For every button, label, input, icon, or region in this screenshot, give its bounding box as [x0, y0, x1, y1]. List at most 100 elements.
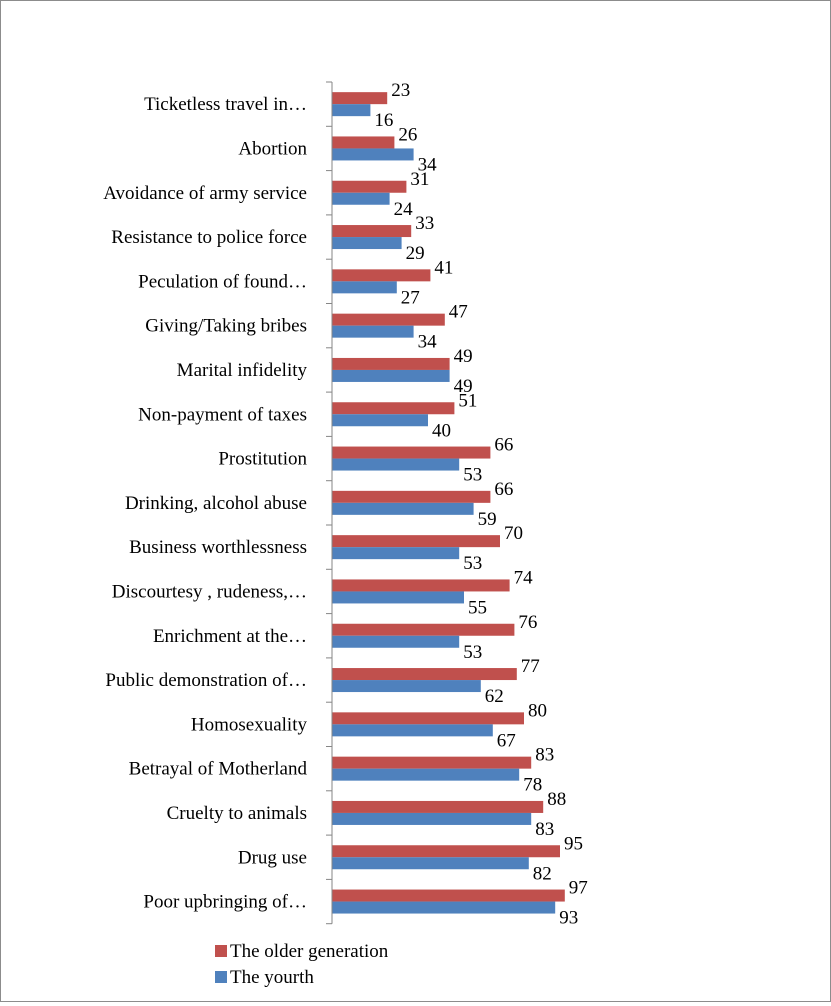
bar-older-generation — [332, 535, 500, 548]
bar-youth — [332, 104, 371, 117]
legend-swatch — [215, 945, 227, 957]
category-label: Poor upbringing of… — [143, 892, 307, 913]
bar-older-generation — [332, 357, 450, 370]
bar-youth — [332, 635, 460, 648]
category-label: Ticketless travel in… — [144, 94, 307, 115]
bar-older-generation — [332, 579, 510, 592]
bar-older-generation — [332, 623, 515, 636]
data-label-youth: 82 — [533, 863, 552, 884]
data-label-youth: 93 — [559, 908, 578, 929]
bar-older-generation — [332, 889, 565, 902]
bar-older-generation — [332, 225, 412, 238]
data-label-older-generation: 41 — [434, 257, 453, 278]
category-label: Giving/Taking bribes — [145, 316, 307, 337]
data-label-youth: 67 — [497, 730, 516, 751]
category-label: Avoidance of army service — [103, 183, 307, 204]
bar-youth — [332, 502, 474, 515]
bar-youth — [332, 547, 460, 560]
data-label-youth: 55 — [468, 597, 487, 618]
bar-youth — [332, 724, 493, 737]
data-label-older-generation: 51 — [458, 390, 477, 411]
data-label-older-generation: 76 — [518, 612, 537, 633]
category-label: Betrayal of Motherland — [129, 759, 308, 780]
bar-youth — [332, 458, 460, 471]
data-label-older-generation: 97 — [569, 878, 588, 899]
data-label-youth: 24 — [394, 199, 414, 220]
data-label-youth: 40 — [432, 420, 451, 441]
bar-youth — [332, 768, 520, 781]
legend-item: The yourth — [215, 967, 314, 988]
category-label: Public demonstration of… — [105, 670, 307, 691]
data-label-youth: 49 — [454, 376, 473, 397]
data-label-older-generation: 70 — [504, 523, 523, 544]
data-label-older-generation: 88 — [547, 789, 566, 810]
bar-youth — [332, 591, 464, 604]
bar-older-generation — [332, 136, 395, 149]
bar-youth — [332, 812, 532, 825]
category-label: Prostitution — [218, 449, 307, 470]
bar-older-generation — [332, 668, 517, 681]
bar-older-generation — [332, 402, 455, 415]
category-label: Drug use — [238, 847, 307, 868]
bar-youth — [332, 148, 414, 161]
data-label-older-generation: 33 — [415, 213, 434, 234]
bar-older-generation — [332, 180, 407, 193]
bar-older-generation — [332, 92, 388, 105]
bar-youth — [332, 192, 390, 205]
legend-swatch — [215, 971, 227, 983]
bar-youth — [332, 680, 481, 693]
data-label-older-generation: 74 — [514, 567, 534, 588]
category-label: Non-payment of taxes — [138, 404, 307, 425]
data-label-older-generation: 77 — [521, 656, 540, 677]
category-label: Drinking, alcohol abuse — [125, 493, 307, 514]
data-label-older-generation: 95 — [564, 833, 583, 854]
bar-older-generation — [332, 800, 544, 813]
bar-youth — [332, 237, 402, 250]
bar-youth — [332, 857, 529, 870]
legend-label: The older generation — [230, 941, 389, 962]
legend-item: The older generation — [215, 941, 389, 962]
data-label-youth: 34 — [418, 154, 438, 175]
data-label-older-generation: 66 — [494, 435, 513, 456]
category-label: Marital infidelity — [177, 360, 308, 381]
data-label-youth: 29 — [406, 243, 425, 264]
category-label: Homosexuality — [191, 714, 308, 735]
data-label-youth: 53 — [463, 642, 482, 663]
bar-youth — [332, 414, 428, 427]
bar-older-generation — [332, 712, 524, 725]
bar-older-generation — [332, 269, 431, 282]
bar-older-generation — [332, 845, 560, 858]
data-label-older-generation: 49 — [454, 346, 473, 367]
data-label-older-generation: 47 — [449, 302, 468, 323]
data-label-youth: 62 — [485, 686, 504, 707]
category-label: Discourtesy , rudeness,… — [112, 581, 307, 602]
data-label-older-generation: 23 — [391, 80, 410, 101]
bar-older-generation — [332, 756, 532, 769]
data-label-youth: 16 — [374, 110, 393, 131]
data-label-older-generation: 80 — [528, 700, 547, 721]
data-label-youth: 34 — [418, 332, 438, 353]
data-label-youth: 27 — [401, 287, 420, 308]
data-label-older-generation: 31 — [410, 169, 429, 190]
category-label: Business worthlessness — [129, 537, 307, 558]
data-label-youth: 53 — [463, 465, 482, 486]
bar-youth — [332, 325, 414, 338]
data-label-youth: 59 — [478, 509, 497, 530]
category-label: Enrichment at the… — [153, 626, 307, 647]
data-label-youth: 78 — [523, 775, 542, 796]
data-label-youth: 83 — [535, 819, 554, 840]
category-label: Abortion — [238, 138, 307, 159]
category-label: Resistance to police force — [111, 227, 307, 248]
data-label-youth: 53 — [463, 553, 482, 574]
data-label-older-generation: 26 — [398, 124, 417, 145]
category-label: Peculation of found… — [138, 271, 307, 292]
bar-youth — [332, 281, 397, 294]
legend-label: The yourth — [230, 967, 314, 988]
bar-youth — [332, 901, 556, 914]
bar-older-generation — [332, 446, 491, 459]
category-label: Cruelty to animals — [167, 803, 307, 824]
data-label-older-generation: 66 — [494, 479, 513, 500]
data-label-older-generation: 83 — [535, 745, 554, 766]
